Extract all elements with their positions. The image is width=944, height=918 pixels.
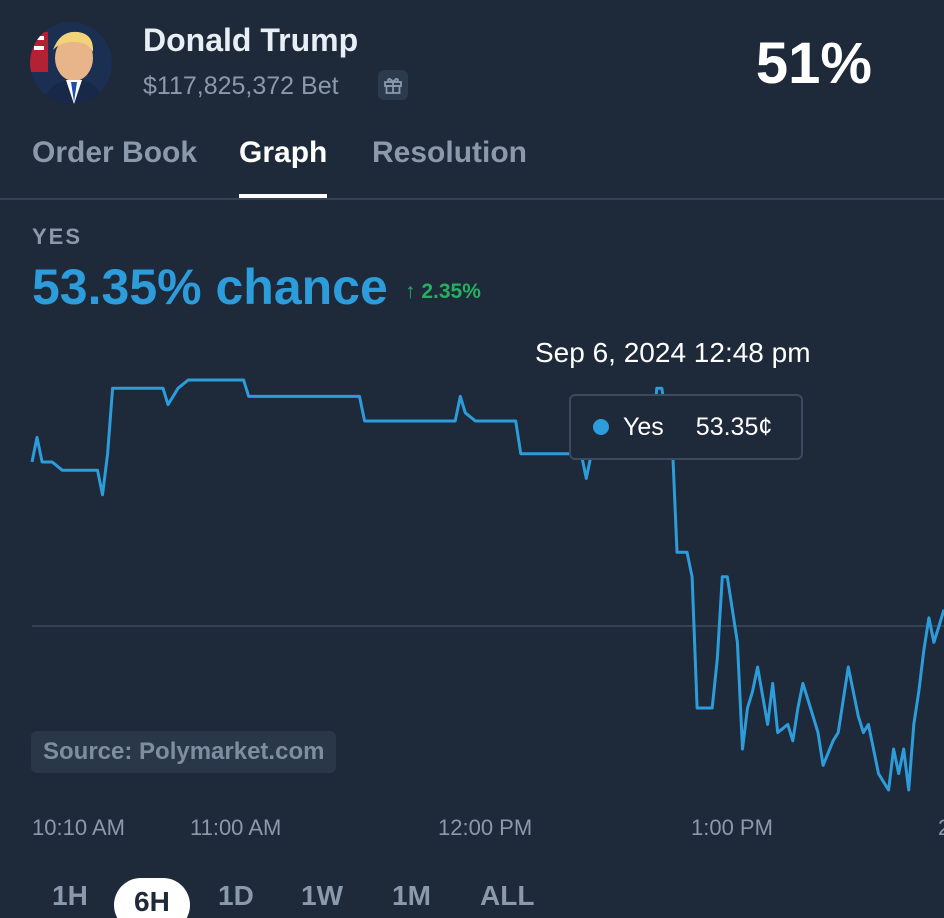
chart-tooltip: Yes 53.35¢: [569, 394, 803, 460]
x-tick-label: 2: [938, 815, 944, 841]
chance-value: 53.35% chance: [32, 259, 388, 315]
x-tick-label: 10:10 AM: [32, 815, 125, 840]
series-line-yes: [30, 378, 944, 792]
change-indicator: ↑ 2.35%: [405, 280, 481, 304]
bet-volume: $117,825,372 Bet: [143, 72, 339, 100]
tab-resolution[interactable]: Resolution: [372, 136, 527, 169]
x-tick-label: 12:00 PM: [438, 815, 533, 840]
tooltip-series: Yes: [623, 412, 664, 441]
current-percent: 51%: [755, 31, 872, 96]
x-tick-label: 11:00 AM: [190, 815, 282, 840]
range-all[interactable]: ALL: [480, 880, 535, 911]
candidate-name: Donald Trump: [143, 22, 359, 58]
range-1h[interactable]: 1H: [52, 880, 88, 911]
tab-bar: Order Book Graph Resolution: [0, 130, 944, 200]
tab-graph[interactable]: Graph: [239, 136, 328, 198]
tooltip-time: Sep 6, 2024 12:48 pm: [535, 337, 811, 368]
series-dot: [593, 419, 609, 435]
range-1m[interactable]: 1M: [392, 880, 431, 911]
outcome-label: YES: [32, 224, 83, 249]
gift-icon[interactable]: [378, 70, 408, 100]
arrow-up-icon: ↑: [405, 280, 416, 303]
range-6h[interactable]: 6H: [114, 878, 190, 918]
candidate-avatar: [30, 22, 112, 104]
source-label: Source: Polymarket.com: [31, 731, 337, 773]
range-1d[interactable]: 1D: [218, 880, 254, 911]
x-tick-label: 1:00 PM: [691, 815, 773, 840]
tab-order-book[interactable]: Order Book: [32, 136, 198, 169]
range-1w[interactable]: 1W: [301, 880, 343, 911]
tooltip-value: 53.35¢: [695, 412, 773, 441]
change-value: 2.35%: [421, 280, 481, 303]
